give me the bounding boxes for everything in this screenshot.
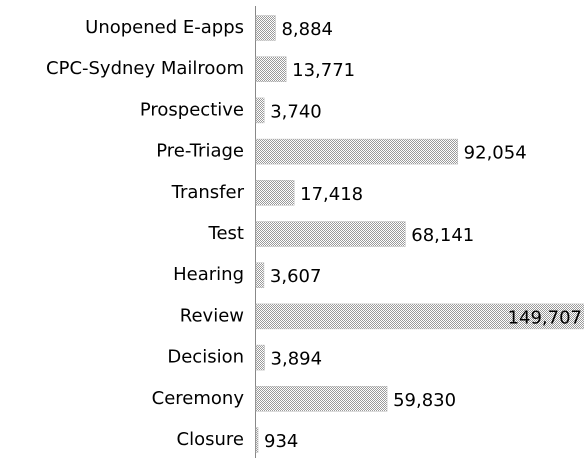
category-label: Decision <box>167 347 244 368</box>
value-label: 17,418 <box>300 184 363 205</box>
value-label: 3,607 <box>270 266 322 287</box>
bar <box>255 427 259 453</box>
category-label: Pre-Triage <box>156 141 244 162</box>
bar <box>255 180 295 206</box>
category-label: Test <box>208 223 244 244</box>
value-label: 934 <box>264 431 298 452</box>
category-label: Prospective <box>140 99 244 120</box>
category-label: Closure <box>177 429 244 450</box>
value-label: 59,830 <box>393 390 456 411</box>
value-label: 149,707 <box>508 307 582 328</box>
category-label: CPC-Sydney Mailroom <box>46 58 244 79</box>
value-label: 3,894 <box>271 349 323 370</box>
bar <box>255 344 265 371</box>
bar <box>255 303 584 330</box>
bar <box>255 221 406 247</box>
value-label: 68,141 <box>411 225 474 246</box>
category-label: Unopened E-apps <box>85 17 244 38</box>
value-label: 13,771 <box>292 60 355 81</box>
value-label: 3,740 <box>270 101 322 122</box>
value-label: 92,054 <box>464 143 527 164</box>
bar <box>255 138 458 165</box>
category-label: Ceremony <box>152 388 245 409</box>
bar <box>255 56 287 82</box>
bar <box>255 262 265 288</box>
category-label: Review <box>180 305 244 326</box>
category-label: Transfer <box>171 182 245 203</box>
bar <box>255 15 276 41</box>
value-label: 8,884 <box>281 19 333 40</box>
bar <box>255 386 388 412</box>
bar <box>255 97 265 124</box>
category-label: Hearing <box>173 264 244 285</box>
